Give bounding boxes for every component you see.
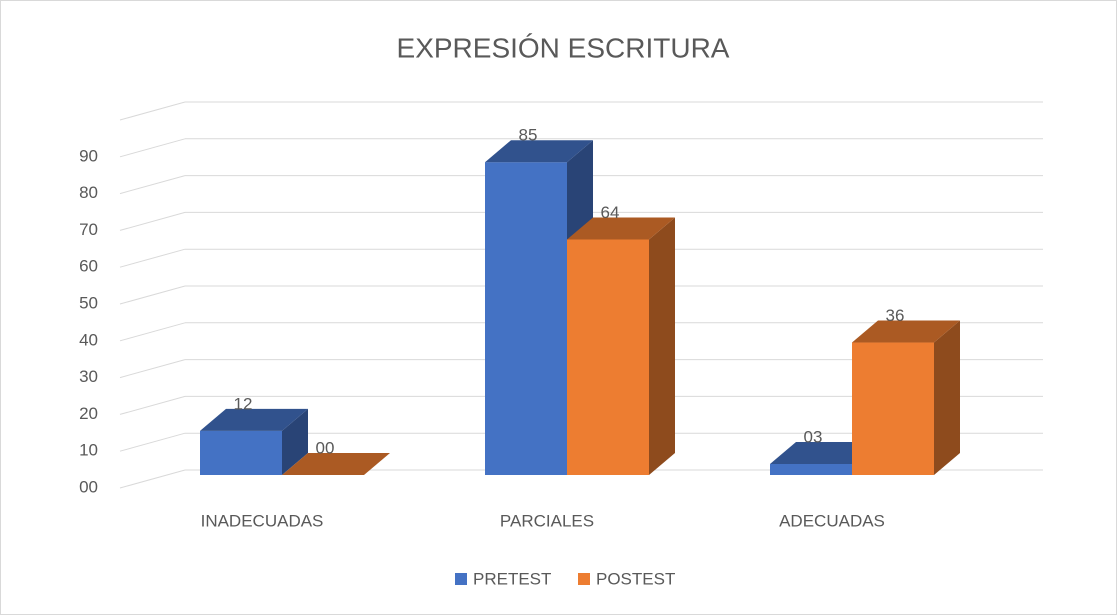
y-tick-label: 70 <box>79 220 98 239</box>
bar-face <box>485 140 593 163</box>
grid-line <box>119 322 186 342</box>
grid-line <box>119 469 186 489</box>
grid-line <box>119 101 186 121</box>
y-tick-label: 60 <box>79 257 98 276</box>
grid-line <box>119 138 186 158</box>
legend-label: PRETEST <box>473 569 551 588</box>
y-tick-label: 50 <box>79 293 98 312</box>
data-label: 03 <box>804 427 823 446</box>
bar-face <box>649 217 675 476</box>
bar-face <box>770 441 878 464</box>
grid-line <box>119 432 186 452</box>
bar-face <box>770 463 852 475</box>
bar-face <box>852 320 960 343</box>
y-tick-label: 00 <box>79 477 98 496</box>
bar <box>567 217 675 476</box>
bar <box>852 320 960 475</box>
grid-line <box>119 211 186 231</box>
bar <box>200 408 308 475</box>
bar-face <box>567 217 675 240</box>
grid-line <box>119 359 186 379</box>
legend-swatch <box>455 573 467 585</box>
x-tick-label: ADECUADAS <box>779 511 885 530</box>
bar-face <box>200 430 282 475</box>
y-tick-label: 40 <box>79 330 98 349</box>
y-tick-label: 30 <box>79 367 98 386</box>
bar-face <box>852 342 934 475</box>
data-label: 85 <box>519 126 538 145</box>
legend-label: POSTEST <box>596 569 675 588</box>
data-label: 12 <box>234 394 253 413</box>
bar-face <box>934 320 960 475</box>
y-tick-label: 90 <box>79 146 98 165</box>
grid-line <box>119 285 186 305</box>
x-tick-label: PARCIALES <box>500 511 594 530</box>
y-tick-label: 20 <box>79 404 98 423</box>
grid-line <box>119 248 186 268</box>
chart-title: EXPRESIÓN ESCRITURA <box>397 32 730 63</box>
y-tick-label: 80 <box>79 183 98 202</box>
bar-face <box>567 239 649 475</box>
y-tick-label: 10 <box>79 441 98 460</box>
bar <box>282 453 390 475</box>
data-label: 64 <box>601 203 620 222</box>
bar-face <box>282 408 308 475</box>
data-label: 00 <box>316 438 335 457</box>
legend-swatch <box>578 573 590 585</box>
x-tick-label: INADECUADAS <box>201 511 324 530</box>
bar-face <box>282 453 390 475</box>
bar-face <box>485 162 567 475</box>
data-label: 36 <box>886 306 905 325</box>
grid-line <box>119 395 186 415</box>
bar-face <box>200 408 308 431</box>
grid-line <box>119 175 186 195</box>
